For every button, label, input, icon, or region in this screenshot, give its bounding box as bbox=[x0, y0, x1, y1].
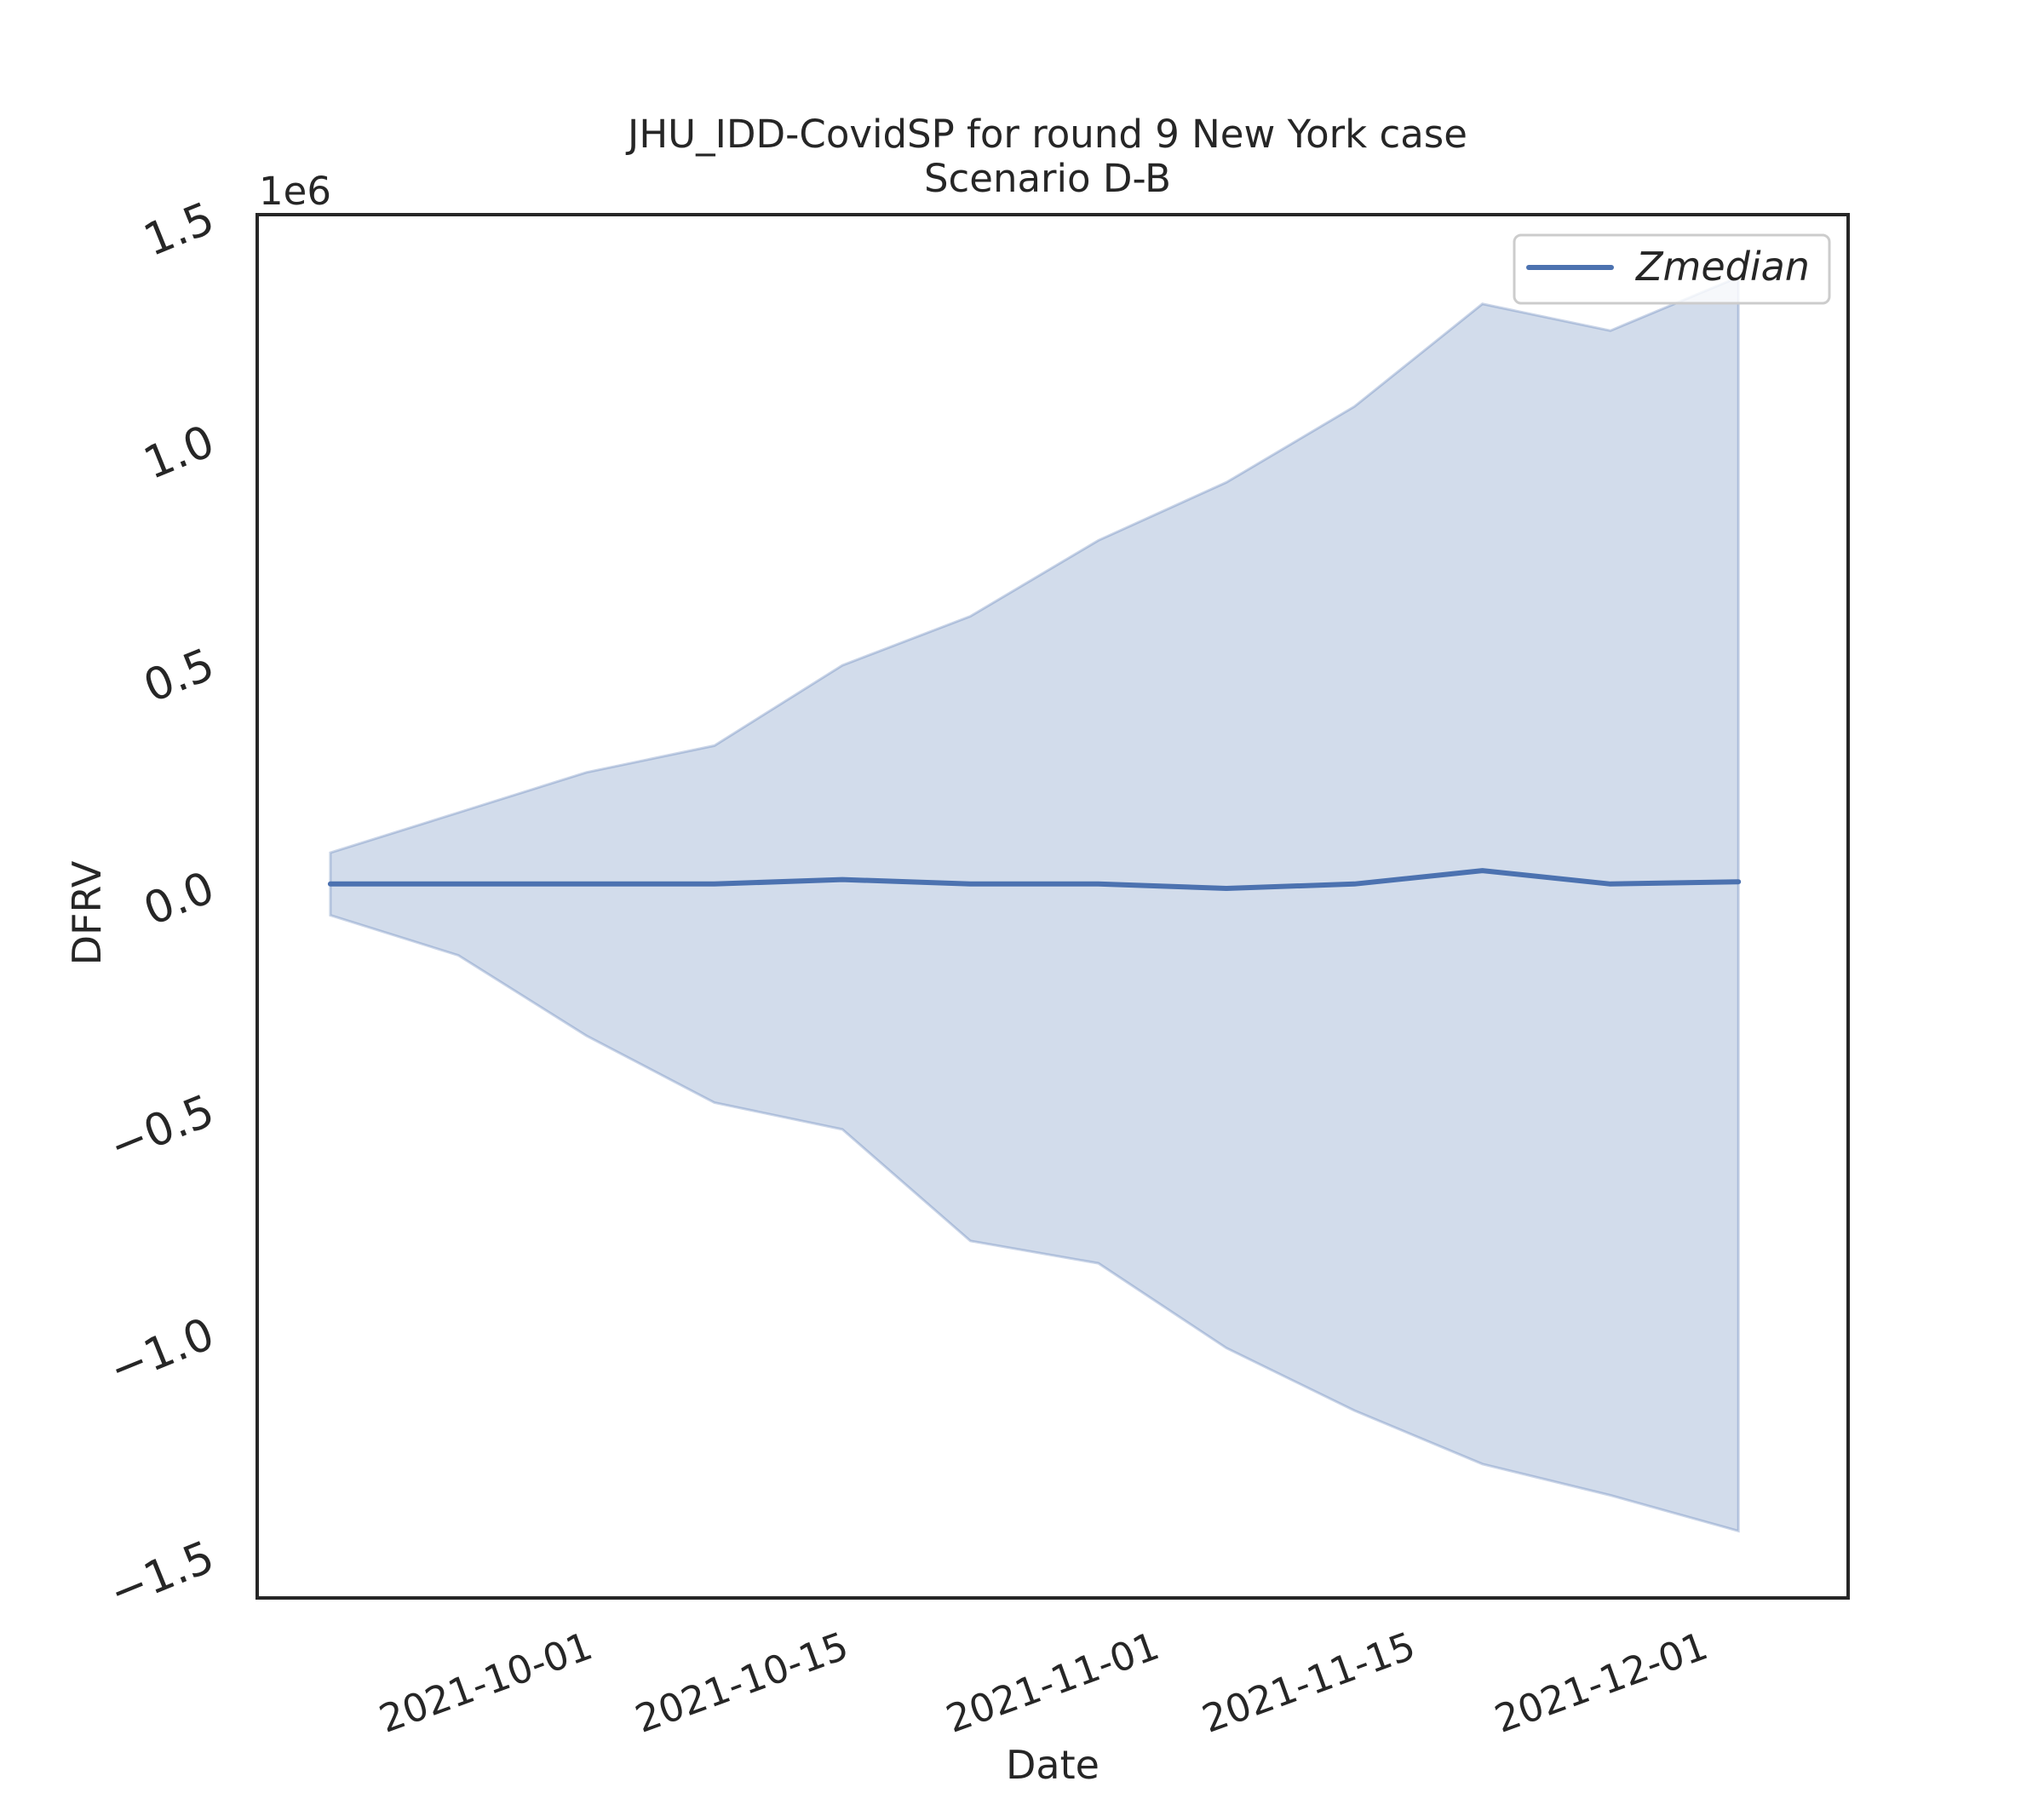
uncertainty-band bbox=[329, 275, 1740, 1533]
plot-frame bbox=[256, 213, 1850, 1600]
legend-box bbox=[1513, 233, 1831, 305]
series-point bbox=[330, 883, 331, 885]
series-point bbox=[969, 883, 971, 885]
y-axis-label: DFRV bbox=[64, 860, 110, 965]
legend-label-zmedian: Zmedian bbox=[1634, 244, 1810, 290]
series-point bbox=[1098, 883, 1100, 885]
chart-title: JHU_IDD-CovidSP for round 9 New York cas… bbox=[625, 112, 1467, 157]
series-point bbox=[841, 879, 843, 881]
plot-area bbox=[327, 275, 1742, 1533]
series-point bbox=[1610, 883, 1611, 885]
series-point bbox=[1482, 870, 1484, 871]
series-point bbox=[1737, 881, 1739, 882]
y-offset-label: 1e6 bbox=[259, 169, 331, 214]
series-point bbox=[714, 883, 715, 885]
series-line-zmedian bbox=[327, 868, 1742, 891]
series-point bbox=[1226, 888, 1227, 889]
series-point bbox=[457, 883, 459, 885]
series-point bbox=[1353, 883, 1355, 885]
x-axis-label: Date bbox=[1006, 1742, 1100, 1788]
legend: Zmedian bbox=[1513, 233, 1831, 305]
series-point bbox=[586, 883, 588, 885]
chart-subtitle: Scenario D-B bbox=[924, 156, 1171, 201]
